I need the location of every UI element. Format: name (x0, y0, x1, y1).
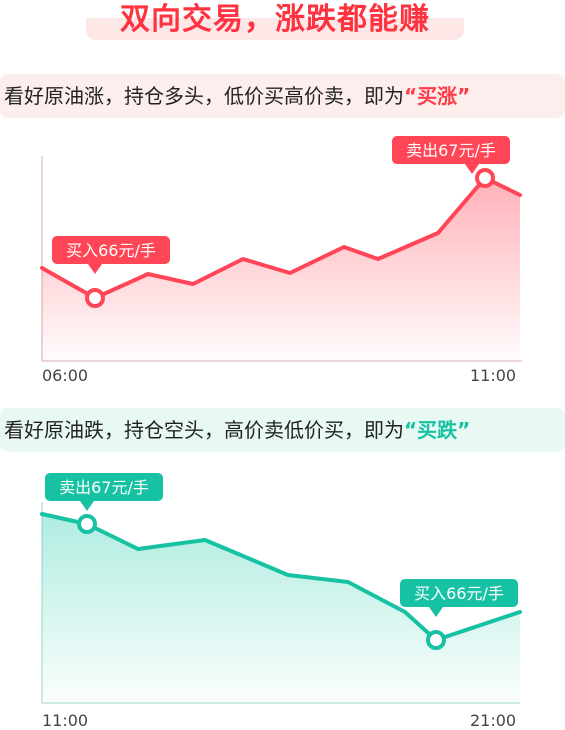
fall-description: 看好原油跌，持仓空头，高价卖低价买，即为“买跌” (0, 408, 565, 452)
rise-buy-tag: 买入66元/手 (52, 236, 170, 274)
fall-x-end: 21:00 (470, 711, 517, 730)
fall-area (42, 514, 520, 703)
rise-buy-point (85, 288, 105, 308)
fall-chart: 卖出67元/手 买入66元/手 (40, 473, 522, 704)
fall-buy-point (426, 630, 446, 650)
rise-line (40, 176, 522, 300)
fall-x-start: 11:00 (42, 711, 89, 730)
rise-keyword: “买涨” (404, 84, 471, 108)
fall-buy-tag: 买入66元/手 (400, 579, 518, 617)
fall-sell-tag-text: 卖出67元/手 (59, 478, 149, 497)
rise-buy-tag-text: 买入66元/手 (66, 241, 156, 260)
rise-chart: 买入66元/手 卖出67元/手 (40, 136, 522, 362)
rise-x-start: 06:00 (42, 366, 89, 385)
headline: 双向交易，涨跌都能赚 (86, 0, 464, 40)
rise-sell-tag-text: 卖出67元/手 (406, 141, 496, 160)
fall-buy-tag-text: 买入66元/手 (414, 584, 504, 603)
fall-description-text: 看好原油跌，持仓空头，高价卖低价买，即为 (4, 418, 404, 442)
rise-sell-tag: 卖出67元/手 (392, 136, 510, 174)
rise-sell-point (475, 168, 495, 188)
fall-keyword: “买跌” (404, 418, 471, 442)
rise-area (42, 178, 520, 361)
fall-sell-tag: 卖出67元/手 (45, 473, 163, 511)
rise-x-end: 11:00 (470, 366, 517, 385)
fall-line (40, 512, 522, 642)
rise-description: 看好原油涨，持仓多头，低价买高价卖，即为“买涨” (0, 74, 565, 118)
fall-sell-point (77, 514, 97, 534)
rise-description-text: 看好原油涨，持仓多头，低价买高价卖，即为 (4, 84, 404, 108)
